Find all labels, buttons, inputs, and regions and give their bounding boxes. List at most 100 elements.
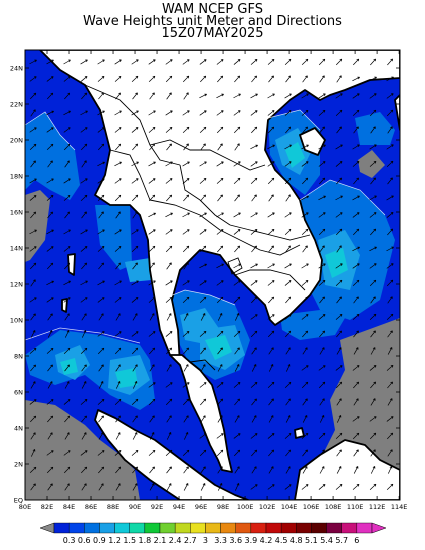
direction-arrow: [166, 364, 172, 372]
direction-arrow: [353, 381, 360, 389]
direction-arrow: [301, 195, 309, 201]
direction-arrow: [302, 398, 308, 406]
direction-arrow: [301, 381, 309, 389]
direction-arrow: [80, 280, 88, 286]
x-tick-label: 92E: [151, 503, 163, 511]
direction-arrow: [234, 75, 240, 83]
direction-arrow: [386, 212, 394, 218]
direction-arrow: [387, 330, 393, 338]
direction-arrow: [98, 211, 104, 219]
direction-arrow: [301, 228, 309, 236]
direction-arrow: [267, 161, 275, 167]
direction-arrow: [63, 127, 71, 133]
direction-arrow: [370, 398, 376, 406]
direction-arrow: [29, 229, 37, 235]
direction-arrow: [148, 161, 156, 167]
land-masses: [39, 50, 400, 500]
direction-arrow: [149, 364, 155, 372]
direction-arrow: [114, 194, 122, 202]
direction-arrow: [165, 382, 173, 388]
direction-arrow: [386, 263, 394, 269]
direction-arrow: [387, 347, 393, 355]
direction-arrow: [63, 466, 71, 474]
direction-arrow: [336, 415, 342, 423]
direction-arrow: [183, 143, 189, 151]
direction-arrow: [370, 330, 376, 338]
direction-arrow: [284, 177, 292, 185]
direction-arrow: [386, 416, 394, 422]
direction-arrow: [97, 347, 105, 355]
direction-arrow: [131, 398, 139, 406]
y-tick-label: 6N: [14, 389, 23, 397]
x-tick-label: 84E: [63, 503, 75, 511]
direction-arrow: [318, 263, 326, 269]
direction-arrow: [268, 449, 274, 457]
direction-arrow: [64, 330, 70, 338]
direction-arrow: [335, 195, 343, 201]
legend-swatch: [114, 522, 130, 534]
direction-arrow: [183, 313, 189, 321]
direction-arrow: [182, 59, 190, 65]
direction-arrow: [318, 365, 326, 371]
direction-arrow: [335, 432, 343, 440]
direction-arrow: [353, 296, 359, 304]
direction-arrow: [352, 263, 360, 269]
legend-label: 3.9: [244, 536, 257, 545]
direction-arrow: [182, 280, 190, 286]
direction-arrow: [387, 466, 393, 474]
legend-swatch: [205, 522, 221, 534]
direction-arrow: [46, 59, 54, 65]
direction-arrow: [29, 399, 37, 405]
direction-arrow: [217, 75, 224, 83]
direction-arrow: [217, 466, 223, 474]
direction-arrow: [233, 382, 241, 388]
direction-arrow: [97, 398, 105, 405]
x-tick-label: 94E: [173, 503, 185, 511]
direction-arrow: [80, 194, 88, 201]
direction-arrow: [47, 483, 53, 491]
direction-arrow: [47, 330, 53, 338]
direction-arrow: [387, 126, 393, 134]
direction-arrow: [183, 364, 189, 372]
x-tick-label: 112E: [369, 503, 386, 511]
direction-arrow: [267, 330, 275, 338]
direction-arrow: [370, 126, 376, 134]
direction-arrow: [353, 398, 359, 406]
direction-arrow: [250, 177, 258, 185]
direction-arrow: [131, 450, 139, 456]
direction-arrow: [301, 484, 309, 490]
direction-arrow: [217, 364, 223, 372]
direction-arrow: [336, 296, 342, 304]
direction-arrow: [233, 59, 241, 65]
direction-arrow: [352, 109, 360, 117]
direction-arrow: [114, 161, 122, 167]
direction-arrow: [46, 76, 54, 82]
direction-arrow: [352, 313, 360, 320]
direction-arrow: [80, 347, 88, 355]
direction-arrow: [369, 263, 377, 269]
legend-swatch: [296, 522, 312, 534]
direction-arrow: [387, 228, 393, 236]
direction-arrow: [267, 93, 275, 99]
direction-arrow: [318, 212, 326, 218]
direction-arrow: [319, 449, 325, 457]
y-tick-label: 8N: [14, 353, 23, 361]
direction-arrow: [387, 177, 393, 185]
direction-arrow: [132, 381, 138, 389]
direction-arrow: [369, 76, 377, 82]
direction-arrow: [369, 279, 377, 287]
legend-label: 2.4: [169, 536, 182, 545]
direction-arrow: [63, 450, 71, 456]
direction-arrow: [233, 263, 241, 269]
direction-arrow: [149, 143, 155, 151]
direction-arrow: [182, 126, 190, 133]
direction-arrow: [30, 432, 36, 440]
direction-arrow: [267, 280, 275, 286]
direction-arrow: [199, 110, 207, 116]
legend-swatch: [356, 522, 373, 534]
direction-arrow: [165, 110, 173, 116]
direction-arrow: [98, 313, 104, 321]
color-legend: 0.3 0.6 0.9 1.2 1.5 1.8 2.1 2.4 2.7 3 3.3 3.6 3.9 4.2…: [39, 522, 387, 545]
direction-arrow: [114, 331, 122, 337]
direction-arrow: [217, 347, 223, 355]
